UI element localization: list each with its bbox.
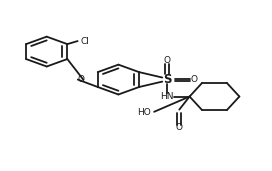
Text: Cl: Cl: [81, 37, 90, 45]
Text: S: S: [163, 73, 171, 86]
Text: O: O: [191, 75, 198, 84]
Text: O: O: [176, 123, 183, 132]
Text: O: O: [164, 56, 171, 65]
Text: O: O: [77, 75, 84, 84]
Text: HO: HO: [137, 108, 151, 117]
Text: HN: HN: [160, 92, 174, 101]
